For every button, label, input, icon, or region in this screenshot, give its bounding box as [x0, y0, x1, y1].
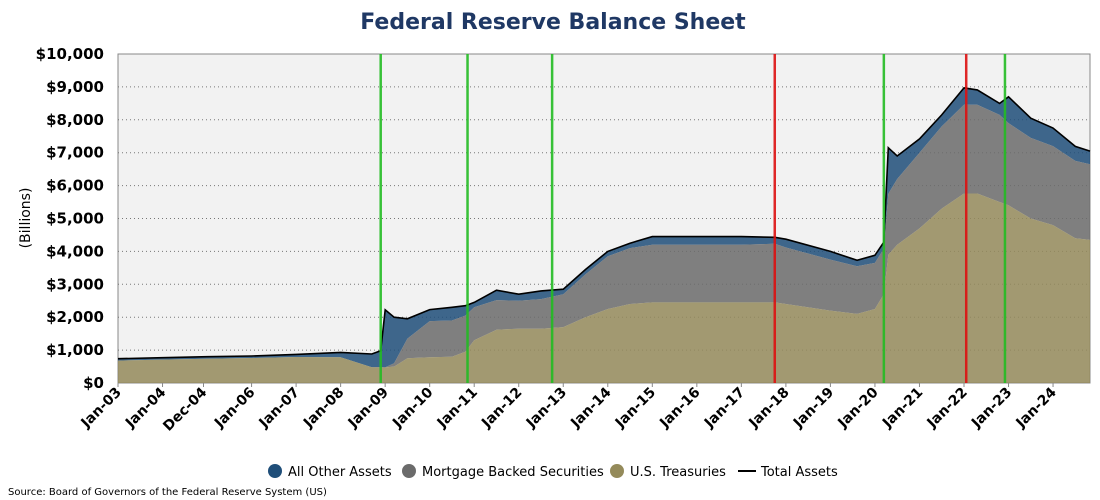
- legend-label-treasuries: U.S. Treasuries: [630, 465, 726, 480]
- x-tick-label: Jan-17: [701, 385, 748, 432]
- y-tick-label: $2,000: [46, 308, 104, 326]
- legend-marker-mbs: [402, 464, 416, 478]
- y-tick-label: $10,000: [36, 45, 104, 63]
- x-tick-label: Jan-14: [567, 384, 614, 431]
- y-tick-label: $0: [83, 374, 104, 392]
- y-tick-label: $6,000: [46, 177, 104, 195]
- source-note: Source: Board of Governors of the Federa…: [8, 487, 327, 498]
- x-tick-label: Dec-04: [160, 384, 210, 434]
- x-tick-label: Jan-11: [434, 385, 481, 432]
- chart-title: Federal Reserve Balance Sheet: [360, 10, 746, 35]
- y-tick-label: $5,000: [46, 210, 104, 228]
- x-tick-label: Jan-10: [389, 384, 436, 431]
- x-tick-label: Jan-06: [211, 385, 258, 432]
- legend-label-all-other-assets: All Other Assets: [288, 465, 392, 480]
- x-tick-label: Jan-23: [968, 385, 1015, 432]
- y-tick-label: $9,000: [46, 78, 104, 96]
- y-tick-label: $3,000: [46, 275, 104, 293]
- x-tick-label: Jan-22: [924, 385, 971, 432]
- plot-area: $0 $1,000 $2,000 $3,000 $4,000 $5,000 $6,000 $7…: [36, 45, 1091, 435]
- legend: All Other Assets Mortgage Backed Securit…: [268, 464, 838, 480]
- x-tick-label: Jan-12: [478, 385, 525, 432]
- x-tick-label: Jan-19: [790, 385, 837, 432]
- legend-marker-all-other-assets: [268, 464, 282, 478]
- y-axis-label: (Billions): [18, 188, 34, 249]
- y-tick-label: $8,000: [46, 111, 104, 129]
- x-tick-label: Jan-18: [745, 385, 792, 432]
- x-tick-label: Jan-13: [523, 385, 570, 432]
- y-tick-label: $7,000: [46, 144, 104, 162]
- x-tick-label: Jan-20: [834, 384, 881, 431]
- x-tick-label: Jan-16: [656, 385, 703, 432]
- legend-label-total-assets: Total Assets: [760, 465, 838, 480]
- x-tick-label: Jan-15: [612, 385, 659, 432]
- y-tick-label: $1,000: [46, 341, 104, 359]
- y-tick-label: $4,000: [46, 242, 104, 260]
- legend-marker-treasuries: [610, 464, 624, 478]
- x-tick-label: Jan-07: [256, 385, 303, 432]
- x-tick-label: Jan-09: [345, 385, 392, 432]
- x-tick-label: Jan-08: [300, 385, 347, 432]
- area-mortgage-backed-securities: [118, 104, 1090, 368]
- legend-label-mbs: Mortgage Backed Securities: [422, 465, 604, 480]
- area-us-treasuries: [118, 193, 1090, 383]
- x-tick-label: Jan-21: [879, 385, 926, 432]
- x-tick-label: Jan-24: [1013, 384, 1060, 431]
